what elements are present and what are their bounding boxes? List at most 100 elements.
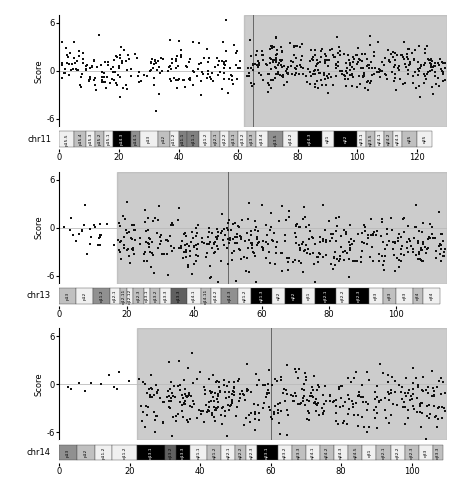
Point [322,52,329,60]
Point [283,70,291,78]
Point [148,55,156,63]
Point [358,238,365,246]
Point [393,51,400,59]
Point [270,229,278,237]
Point [396,250,403,258]
Bar [348,444,362,460]
Point [247,52,254,60]
Point [268,58,276,66]
Point [318,409,325,417]
Point [431,412,439,420]
Point [392,254,399,262]
Point [253,400,261,408]
Point [205,54,212,62]
Point [400,38,407,46]
Point [212,242,220,250]
Point [147,58,155,66]
Point [299,268,306,276]
Point [424,234,431,242]
Point [162,236,170,244]
Point [222,16,229,24]
Point [351,52,359,60]
Point [225,378,233,386]
Point [415,248,422,256]
Point [152,412,160,420]
Point [311,398,318,406]
Bar [136,444,165,460]
Point [359,398,366,406]
Point [186,55,193,63]
Point [222,56,229,64]
Point [127,234,135,242]
Point [270,410,277,418]
Point [429,64,436,72]
Point [313,58,321,66]
Point [119,212,126,220]
Bar [178,132,187,147]
Point [194,252,202,260]
Point [165,392,172,400]
Point [290,388,298,396]
Point [389,250,396,258]
Point [418,372,425,380]
Point [250,252,258,260]
Point [95,234,102,242]
Text: p15.4: p15.4 [78,133,82,145]
Text: q24.5: q24.5 [353,446,356,459]
Point [297,259,304,267]
Point [182,248,189,256]
Point [330,254,337,262]
Point [230,382,238,390]
Point [404,70,411,78]
Point [79,227,86,235]
Text: p11.1: p11.1 [181,133,185,145]
Point [325,56,332,64]
Point [184,364,191,372]
Bar [291,444,305,460]
Point [292,392,299,400]
Point [318,410,325,418]
Point [244,72,252,80]
Point [288,258,296,266]
Bar [120,288,126,304]
Point [166,404,173,412]
Point [283,70,290,78]
Point [301,214,308,222]
Point [332,62,339,70]
Point [343,249,350,257]
Text: q32.1: q32.1 [323,290,327,302]
Point [415,400,422,408]
Point [303,416,310,424]
Text: q14.3: q14.3 [227,290,231,302]
Point [301,376,308,384]
Point [335,47,343,55]
Point [278,62,285,70]
Text: q13.1: q13.1 [149,446,152,459]
Point [253,227,261,235]
Point [96,30,103,38]
Point [212,404,219,412]
Point [431,254,439,262]
Point [125,252,132,260]
Point [344,410,351,418]
Point [151,56,158,64]
Point [437,240,444,248]
Point [222,47,229,55]
Point [186,402,193,410]
Point [219,38,226,46]
Bar [246,444,256,460]
Point [123,66,130,74]
Point [76,82,84,90]
Bar [375,444,389,460]
Text: q21: q21 [325,135,329,143]
Point [384,46,391,54]
Point [414,65,421,73]
Point [242,414,249,422]
Point [283,406,290,413]
Point [306,80,313,88]
Point [313,77,320,85]
Point [360,223,368,231]
Point [248,240,255,248]
Point [153,229,160,237]
Point [427,230,435,238]
